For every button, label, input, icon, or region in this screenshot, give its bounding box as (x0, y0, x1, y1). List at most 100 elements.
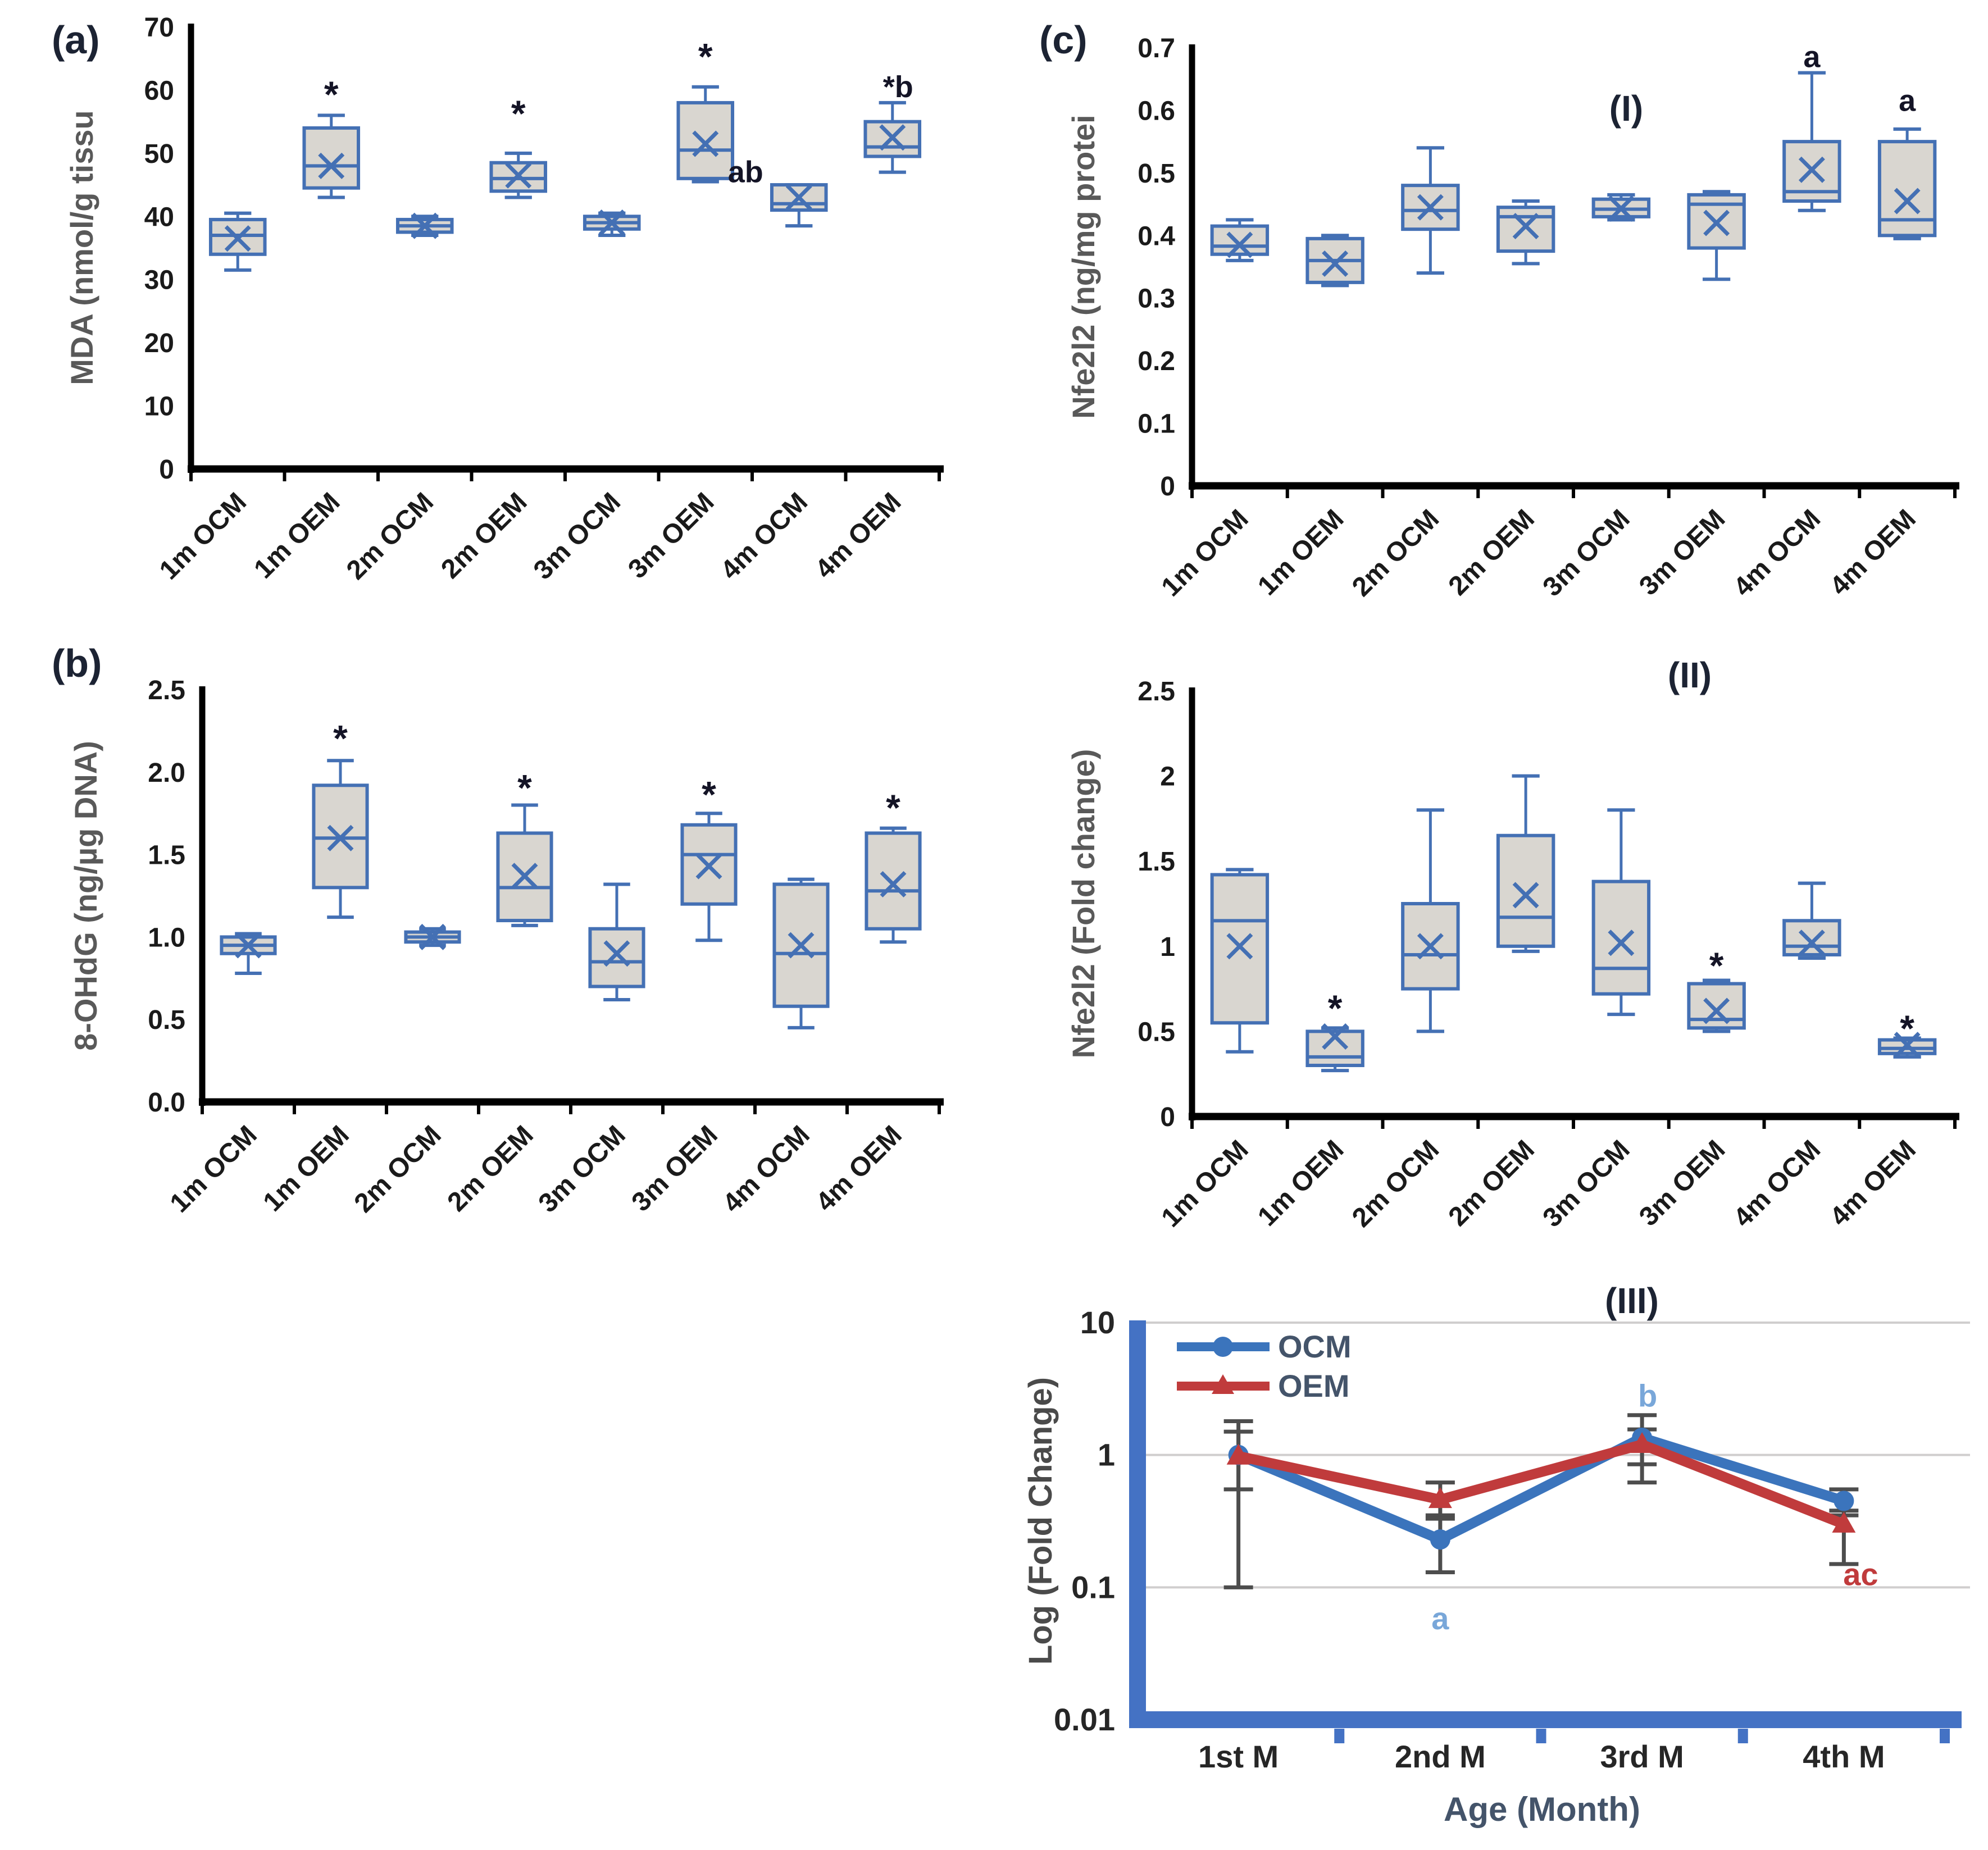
y-tick-label: 0.7 (1138, 34, 1175, 63)
series-line-oem (1233, 1439, 1849, 1529)
box-group (404, 923, 461, 950)
box-group: * (1687, 945, 1746, 1033)
significance-star: * (1709, 945, 1724, 986)
y-axis-title: Log (Fold Change) (1022, 1377, 1059, 1665)
box-group (1401, 146, 1460, 275)
category-label: 2m OCM (341, 487, 439, 585)
category-label: 4m OCM (1728, 504, 1826, 602)
iqr-box (1782, 919, 1841, 956)
mean-x-marker (1417, 194, 1444, 221)
significance-label: *b (883, 70, 913, 104)
legend: OCM OEM (1177, 1329, 1352, 1404)
y-tick-label: 1 (1160, 932, 1175, 962)
y-tick-label: 2.0 (148, 758, 185, 788)
mean-x-marker (695, 853, 722, 880)
category-label: 2m OEM (1443, 504, 1540, 601)
significance-label: ab (728, 156, 763, 189)
box-group: *b (863, 70, 922, 174)
category-label: 3m OEM (1634, 504, 1731, 601)
significance-star: * (702, 773, 716, 815)
y-tick-label: 60 (144, 76, 174, 106)
triangle-marker (1226, 1443, 1250, 1465)
box-group: * (865, 787, 922, 944)
category-label: 1m OEM (258, 1120, 355, 1217)
y-tick-label: 1.5 (148, 841, 185, 871)
mean-x-marker (1894, 188, 1921, 215)
mean-x-marker (1703, 997, 1730, 1024)
mean-x-marker (1226, 933, 1253, 960)
category-label: 3m OCM (528, 487, 626, 585)
panel-letter: (c) (1039, 18, 1088, 62)
box-group: * (496, 767, 553, 927)
mean-x-marker (788, 932, 815, 959)
box-group: * (489, 93, 548, 199)
x-tick-label: 4th M (1803, 1739, 1885, 1774)
y-tick-label: 40 (144, 202, 174, 232)
circle-marker (1834, 1491, 1854, 1511)
series-line-ocm (1233, 1432, 1849, 1545)
box-group: * (1877, 1008, 1937, 1059)
mean-x-marker (511, 863, 538, 890)
box-group (588, 882, 645, 1001)
category-label: 3m OEM (1634, 1134, 1731, 1232)
box-group (1496, 774, 1555, 953)
significance-label: a (1431, 1601, 1449, 1636)
y-tick-label: 50 (144, 139, 174, 169)
mean-x-marker (603, 940, 630, 967)
significance-label: b (1638, 1378, 1657, 1413)
box-group: * (676, 36, 735, 184)
box-group (1782, 881, 1841, 960)
box-group (1401, 808, 1460, 1033)
mean-x-marker (692, 130, 719, 157)
box-group (208, 211, 267, 272)
box-group (1305, 234, 1364, 288)
y-axis-title: MDA (nmol/g tissu (64, 110, 99, 385)
significance-label: ac (1843, 1556, 1878, 1592)
significance-star: * (886, 787, 900, 828)
y-tick-label: 0 (1160, 1102, 1175, 1132)
box-group: a (1782, 40, 1841, 212)
mean-x-marker (224, 225, 251, 252)
box-group: ab (728, 156, 828, 228)
iqr-box (1210, 224, 1270, 256)
mean-x-marker (1703, 209, 1730, 236)
x-tick-label: 3rd M (1600, 1739, 1684, 1774)
panel-letter: (b) (52, 641, 102, 685)
y-tick-label: 0.1 (1138, 409, 1175, 439)
box-group (772, 877, 830, 1029)
mean-x-marker (1608, 929, 1635, 956)
category-label: 3m OEM (626, 1120, 724, 1217)
mean-x-marker (235, 932, 262, 959)
box-group (395, 212, 454, 239)
category-label: 1m OEM (1252, 1134, 1349, 1232)
y-tick-label: 0 (1160, 472, 1175, 502)
significance-star: * (511, 93, 526, 134)
triangle-marker (1428, 1487, 1452, 1509)
mean-x-marker (1798, 156, 1825, 183)
significance-star: * (333, 718, 348, 759)
category-label: 4m OEM (809, 487, 907, 584)
mean-x-marker (598, 209, 625, 236)
category-label: 3m OCM (533, 1120, 631, 1218)
significance-star: * (1328, 987, 1343, 1029)
mean-x-marker (1512, 213, 1539, 240)
iqr-box (302, 126, 361, 190)
circle-marker (1430, 1529, 1450, 1550)
y-tick-label: 30 (144, 266, 174, 295)
y-tick-label: 0.01 (1054, 1702, 1115, 1737)
x-axis-title: Age (Month) (1444, 1790, 1640, 1828)
box-group: * (312, 718, 369, 919)
mean-x-marker (1226, 231, 1253, 258)
y-axis-title: Nfe2l2 (Fold change) (1066, 749, 1101, 1059)
category-label: 4m OCM (715, 487, 813, 585)
mean-x-marker (880, 871, 907, 897)
panel-roman-label: (II) (1668, 655, 1712, 695)
y-tick-label: 0.0 (148, 1088, 185, 1118)
y-tick-label: 1 (1098, 1437, 1115, 1473)
box-group (583, 209, 641, 238)
mean-x-marker (419, 923, 446, 950)
legend-label-ocm: OCM (1278, 1329, 1352, 1364)
mean-x-marker (1322, 250, 1349, 277)
